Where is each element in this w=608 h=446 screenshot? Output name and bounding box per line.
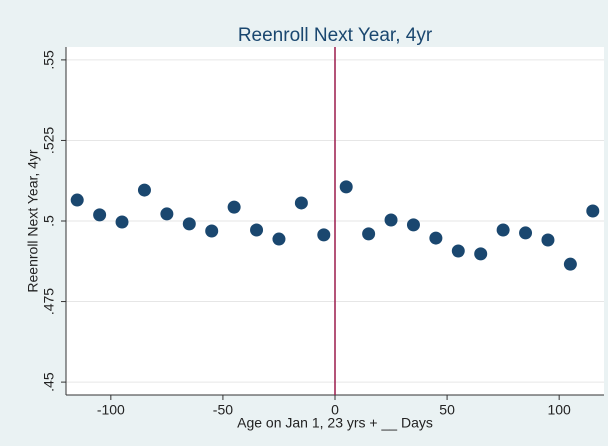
y-tick-label: .5 <box>41 215 57 227</box>
point <box>70 193 84 207</box>
point <box>541 233 555 247</box>
y-axis-label: Reenroll Next Year, 4yr <box>25 149 41 293</box>
point <box>586 204 600 218</box>
point <box>250 223 264 237</box>
point <box>429 231 443 245</box>
point <box>384 213 398 227</box>
point <box>362 227 376 241</box>
y-tick-label: .525 <box>41 127 57 154</box>
x-tick-label: 100 <box>547 402 571 418</box>
point <box>272 232 286 246</box>
point <box>160 207 174 221</box>
y-tick-label: .45 <box>41 372 57 392</box>
point <box>137 183 151 197</box>
point <box>93 208 107 222</box>
x-tick-label: 0 <box>331 402 339 418</box>
point <box>339 180 353 194</box>
x-axis-label: Age on Jan 1, 23 yrs + __ Days <box>237 415 433 431</box>
point <box>474 247 488 261</box>
point <box>451 244 465 258</box>
point <box>496 223 510 237</box>
point <box>406 218 420 232</box>
point <box>294 196 308 210</box>
point <box>317 228 331 242</box>
point <box>519 226 533 240</box>
x-tick-label: 50 <box>439 402 455 418</box>
x-tick-label: -100 <box>97 402 125 418</box>
chart-title: Reenroll Next Year, 4yr <box>238 25 433 46</box>
point <box>115 215 129 229</box>
y-tick-label: .55 <box>41 50 57 70</box>
point <box>563 257 577 271</box>
point <box>182 217 196 231</box>
point <box>205 224 219 238</box>
x-tick-label: -50 <box>213 402 233 418</box>
y-tick-label: .475 <box>41 288 57 315</box>
point <box>227 200 241 214</box>
